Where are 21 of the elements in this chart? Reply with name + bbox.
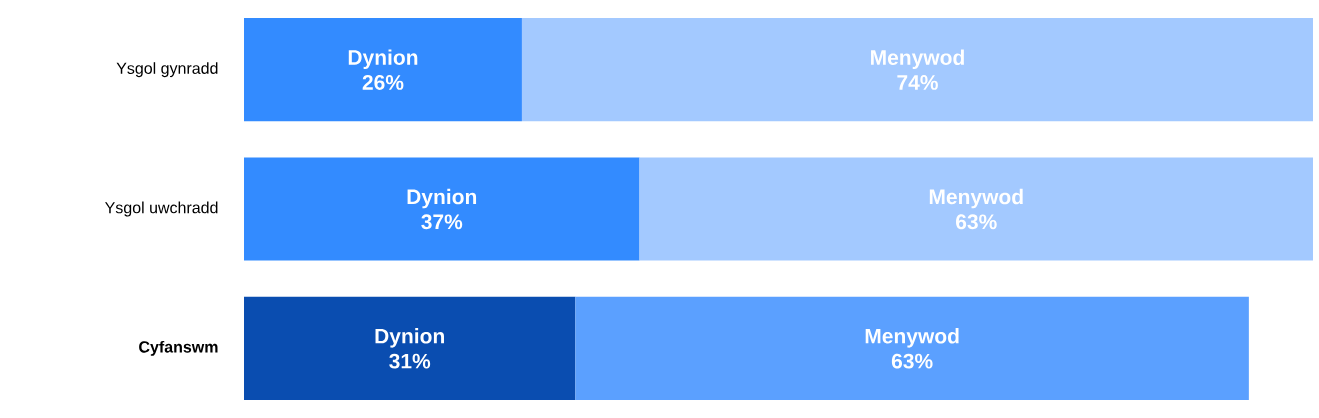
text: Menywod [871, 49, 964, 70]
data-label: 31% [389, 353, 431, 369]
y-tick-label: Ysgol uwchradd [105, 201, 218, 217]
data-label: 74% [897, 75, 938, 90]
y-tick-label: Cyfanswm [139, 340, 218, 356]
series-label: Menywod [865, 328, 959, 348]
data-label: 26% [362, 75, 404, 90]
bar [244, 296, 576, 400]
data-label: 63% [891, 353, 933, 369]
text: Dynion [348, 49, 418, 70]
text: Dynion [407, 188, 477, 209]
text: Menywod [929, 188, 1023, 209]
bar [244, 18, 522, 122]
series-label: Dynion [375, 328, 444, 348]
data-label: 37% [421, 214, 463, 230]
bar [575, 296, 1249, 400]
bar [639, 157, 1313, 261]
data-label: 63% [956, 214, 997, 230]
bar [521, 18, 1313, 122]
y-tick-label: Ysgol gynradd [116, 62, 218, 78]
bar [244, 157, 640, 261]
